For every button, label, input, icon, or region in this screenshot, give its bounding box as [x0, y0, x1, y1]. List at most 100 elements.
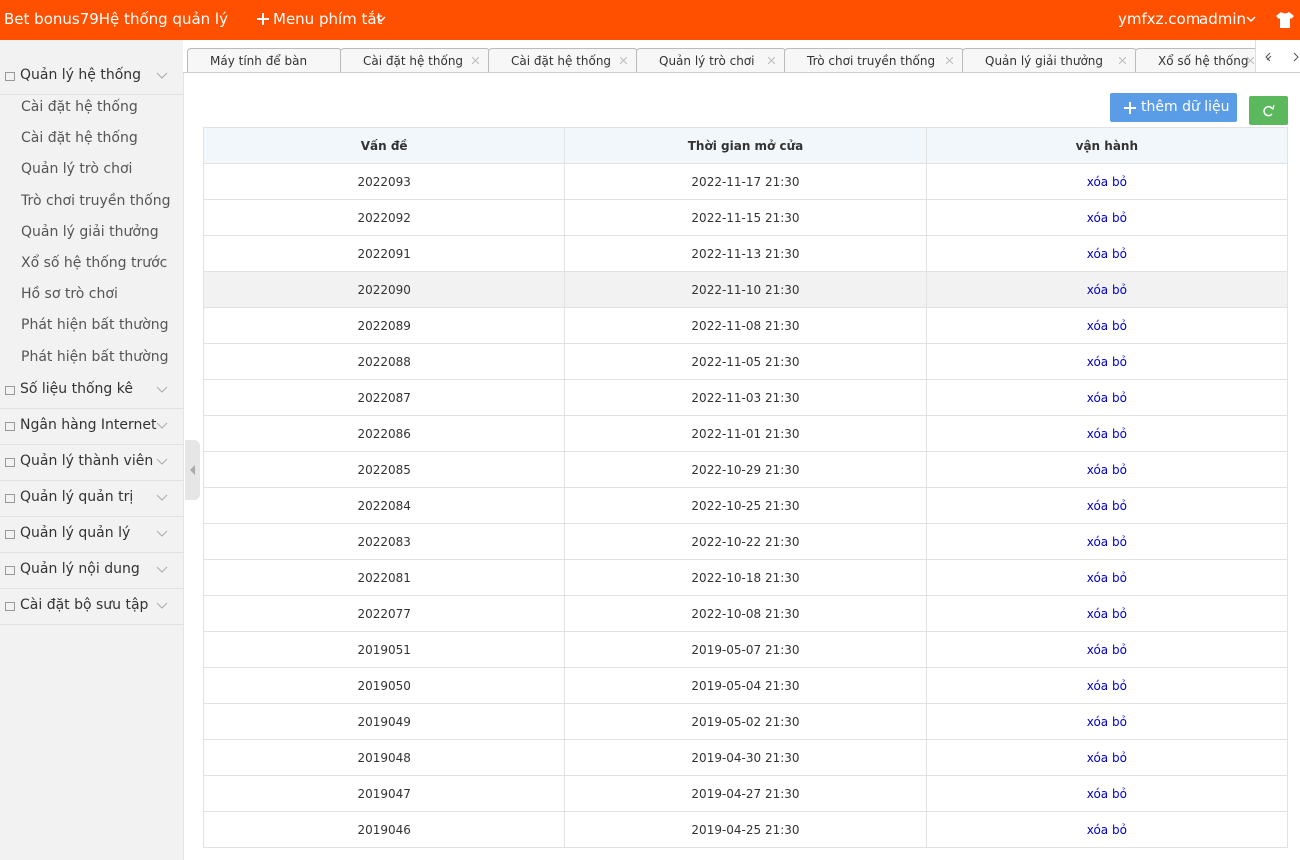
- menu-group[interactable]: Quản lý nội dung: [0, 552, 183, 589]
- table-cell: 2022-11-03 21:30: [564, 379, 927, 416]
- table-cell: xóa bỏ: [925, 667, 1289, 704]
- tab[interactable]: Cài đặt hệ thống: [488, 48, 638, 72]
- delete-link[interactable]: xóa bỏ: [1086, 786, 1127, 801]
- table-cell: xóa bỏ: [925, 163, 1289, 200]
- table-cell: 2022-11-10 21:30: [564, 271, 927, 308]
- delete-link[interactable]: xóa bỏ: [1086, 246, 1127, 261]
- tab[interactable]: Xổ số hệ thống: [1135, 48, 1265, 72]
- delete-link[interactable]: xóa bỏ: [1086, 318, 1127, 333]
- menu-icon: [5, 601, 15, 611]
- delete-link[interactable]: xóa bỏ: [1086, 426, 1127, 441]
- table-cell: 2019050: [202, 667, 566, 704]
- tab-label: Xổ số hệ thống: [1158, 54, 1249, 68]
- menu-item[interactable]: Hồ sơ trò chơi: [21, 286, 118, 303]
- table-row: 2022083 2022-10-22 21:30 xóa bỏ: [202, 523, 1289, 560]
- table-cell: 2019-05-04 21:30: [564, 667, 927, 704]
- table-row: 2019048 2019-04-30 21:30 xóa bỏ: [202, 739, 1289, 776]
- tab-label: Cài đặt hệ thống: [511, 54, 612, 68]
- table-cell: 2022092: [202, 199, 566, 236]
- delete-link[interactable]: xóa bỏ: [1086, 642, 1127, 657]
- menu-item[interactable]: Quản lý giải thưởng: [21, 223, 159, 240]
- table-cell: 2022093: [202, 163, 566, 200]
- delete-link[interactable]: xóa bỏ: [1086, 498, 1127, 513]
- delete-link[interactable]: xóa bỏ: [1086, 822, 1127, 837]
- table-cell: 2022-11-13 21:30: [564, 235, 927, 272]
- table-cell: xóa bỏ: [925, 379, 1289, 416]
- menu-item[interactable]: Phát hiện bất thường: [21, 317, 169, 334]
- table-cell: 2022-10-22 21:30: [564, 523, 927, 560]
- tab-close[interactable]: [946, 57, 953, 64]
- table-cell: xóa bỏ: [925, 595, 1289, 632]
- user-menu[interactable]: admin: [1199, 10, 1246, 28]
- table-row: 2019046 2019-04-25 21:30 xóa bỏ: [202, 811, 1289, 848]
- delete-link[interactable]: xóa bỏ: [1086, 606, 1127, 621]
- theme-icon[interactable]: [1276, 12, 1294, 28]
- tab[interactable]: Quản lý giải thưởng: [962, 48, 1137, 72]
- table-cell: 2022085: [202, 451, 566, 488]
- table-cell: 2019-05-07 21:30: [564, 631, 927, 668]
- menu-group[interactable]: Số liệu thống kê: [0, 372, 183, 409]
- delete-link[interactable]: xóa bỏ: [1086, 570, 1127, 585]
- menu-item[interactable]: Phát hiện bất thường: [21, 348, 169, 365]
- menu-item[interactable]: Trò chơi truyền thống: [21, 192, 171, 209]
- column-header: vận hành: [925, 127, 1289, 164]
- menu-group[interactable]: Quản lý quản lý: [0, 516, 183, 553]
- menu-group[interactable]: Quản lý hệ thống: [0, 58, 183, 95]
- delete-link[interactable]: xóa bỏ: [1086, 390, 1127, 405]
- table-cell: 2019-04-27 21:30: [564, 775, 927, 812]
- delete-link[interactable]: xóa bỏ: [1086, 750, 1127, 765]
- table-cell: xóa bỏ: [925, 811, 1289, 848]
- delete-link[interactable]: xóa bỏ: [1086, 462, 1127, 477]
- delete-link[interactable]: xóa bỏ: [1086, 354, 1127, 369]
- site-link[interactable]: ymfxz.com: [1118, 10, 1201, 28]
- tab[interactable]: Quản lý trò chơi: [636, 48, 786, 72]
- tab[interactable]: Cài đặt hệ thống: [340, 48, 490, 72]
- menu-group[interactable]: Quản lý quản trị: [0, 480, 183, 517]
- menu-item[interactable]: Xổ số hệ thống trước: [21, 255, 168, 271]
- table-row: 2019051 2019-05-07 21:30 xóa bỏ: [202, 631, 1289, 668]
- tab[interactable]: Máy tính để bàn: [187, 48, 342, 72]
- menu-group[interactable]: Ngân hàng Internet: [0, 408, 183, 445]
- tab-close[interactable]: [768, 57, 775, 64]
- delete-link[interactable]: xóa bỏ: [1086, 714, 1127, 729]
- table-row: 2022092 2022-11-15 21:30 xóa bỏ: [202, 199, 1289, 236]
- table-cell: xóa bỏ: [925, 703, 1289, 740]
- refresh-button[interactable]: [1249, 96, 1288, 125]
- tab[interactable]: Trò chơi truyền thống: [784, 48, 964, 72]
- menu-group[interactable]: Cài đặt bộ sưu tập: [0, 588, 183, 625]
- menu-item[interactable]: Quản lý trò chơi: [21, 161, 133, 178]
- tab-close[interactable]: [472, 57, 479, 64]
- add-label: thêm dữ liệu: [1141, 99, 1230, 115]
- menu-item[interactable]: Cài đặt hệ thống: [21, 130, 138, 147]
- collapse-handle[interactable]: [185, 440, 200, 500]
- tab-close[interactable]: [620, 57, 627, 64]
- delete-link[interactable]: xóa bỏ: [1086, 210, 1127, 225]
- add-button[interactable]: thêm dữ liệu: [1110, 93, 1237, 122]
- menu-icon: [5, 421, 15, 431]
- tab-close[interactable]: [1247, 57, 1254, 64]
- sidebar: Quản lý hệ thống Cài đặt hệ thống Cài đặt …: [0, 40, 184, 860]
- tab-label: Máy tính để bàn: [210, 54, 308, 68]
- menu-group[interactable]: Quản lý thành viên: [0, 444, 183, 481]
- table-cell: 2019051: [202, 631, 566, 668]
- menu-item[interactable]: Cài đặt hệ thống: [21, 99, 138, 115]
- menu-icon: [5, 529, 15, 539]
- table-cell: 2022090: [202, 271, 566, 308]
- top-bar: Bet bonus79Hệ thống quản lý Menu phím tắ…: [0, 0, 1300, 40]
- table-cell: xóa bỏ: [925, 307, 1289, 344]
- table-cell: 2022-10-08 21:30: [564, 595, 927, 632]
- table-cell: xóa bỏ: [925, 631, 1289, 668]
- tab-arrows[interactable]: [1256, 40, 1300, 72]
- delete-link[interactable]: xóa bỏ: [1086, 534, 1127, 549]
- tab-close[interactable]: [1119, 57, 1126, 64]
- menu-group-label: Quản lý quản lý: [20, 524, 131, 541]
- delete-link[interactable]: xóa bỏ: [1086, 282, 1127, 297]
- table-cell: 2022089: [202, 307, 566, 344]
- shortcut-menu[interactable]: Menu phím tắt: [273, 10, 383, 28]
- table-cell: 2019-04-25 21:30: [564, 811, 927, 848]
- table-cell: 2022088: [202, 343, 566, 380]
- delete-link[interactable]: xóa bỏ: [1086, 678, 1127, 693]
- table-cell: xóa bỏ: [925, 271, 1289, 308]
- delete-link[interactable]: xóa bỏ: [1086, 174, 1127, 189]
